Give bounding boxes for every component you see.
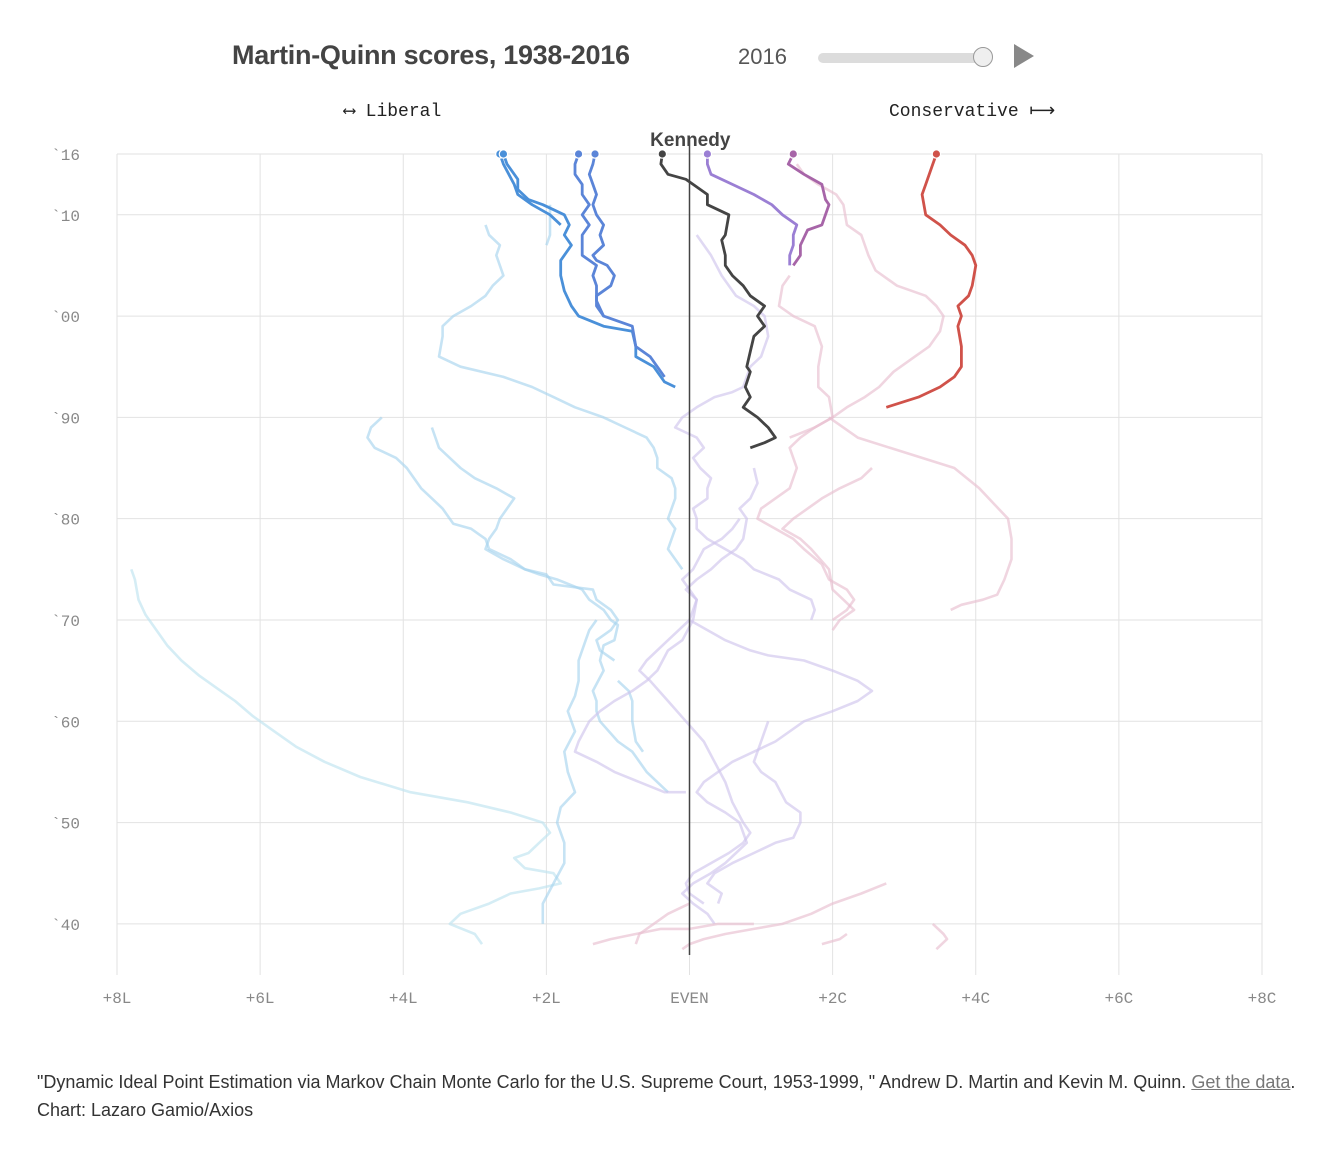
chart-header: Martin-Quinn scores, 1938-2016 2016 — [0, 0, 1338, 90]
play-icon — [1014, 44, 1034, 68]
justice-point — [590, 149, 600, 159]
current-justice-line — [706, 154, 799, 266]
historic-justice-line — [130, 568, 562, 945]
justice-point — [657, 149, 668, 159]
historic-justice-line — [756, 274, 856, 622]
x-tick-label: +8L — [103, 990, 132, 1008]
x-tick-label: +8C — [1248, 990, 1277, 1008]
chart-title: Martin-Quinn scores, 1938-2016 — [232, 40, 630, 70]
x-tick-label: +6L — [246, 990, 275, 1008]
justice-point — [788, 149, 799, 159]
current-justice-line — [659, 153, 777, 450]
year-label: 2016 — [738, 44, 787, 69]
x-tick-label: +6C — [1104, 990, 1133, 1008]
y-tick-label: `50 — [51, 816, 80, 834]
y-tick-label: `00 — [51, 309, 80, 327]
historic-justice-line — [437, 224, 684, 571]
current-justice-line — [502, 153, 676, 389]
historic-justice-line — [931, 922, 949, 951]
y-tick-label: `10 — [51, 208, 80, 226]
highlight-label: Kennedy — [650, 130, 731, 151]
current-justice-line — [587, 153, 616, 317]
chart-svg: +8L +6L +4L +2L EVEN +2C +4C +6C +8C `16 `10 `00 `90… — [51, 130, 1277, 1008]
liberal-direction-label: ⟷ Liberal — [344, 102, 442, 122]
x-tick-label: +4C — [961, 990, 990, 1008]
historic-justice-line — [545, 204, 552, 246]
y-tick-label: `60 — [51, 714, 80, 732]
x-tick-label: +4L — [389, 990, 418, 1008]
historic-justice-line — [789, 163, 945, 439]
current-justice-line — [573, 153, 666, 378]
year-slider-track[interactable] — [818, 53, 986, 63]
historic-justice-line — [673, 234, 816, 621]
justice-point — [702, 149, 713, 159]
y-tick-label: `16 — [51, 147, 80, 165]
justice-point — [573, 149, 584, 159]
historic-justice-line — [706, 720, 802, 905]
current-justice-line — [885, 153, 978, 409]
historic-justice-line — [828, 416, 1013, 612]
get-data-link[interactable]: Get the data — [1191, 1072, 1291, 1092]
y-tick-label: `70 — [51, 613, 80, 631]
current-justice-line — [786, 153, 831, 267]
historic-justice-line — [821, 932, 848, 946]
source-note: "Dynamic Ideal Point Estimation via Mark… — [37, 1068, 1297, 1124]
historic-justice-line — [634, 902, 691, 945]
historic-justice-line — [430, 427, 620, 662]
source-text: "Dynamic Ideal Point Estimation via Mark… — [37, 1072, 1192, 1092]
justice-point — [931, 149, 942, 159]
conservative-direction-label: Conservative ⟼ — [889, 102, 1056, 122]
current-justice-line — [498, 153, 562, 226]
play-button[interactable] — [1014, 44, 1038, 70]
x-tick-label: +2C — [818, 990, 847, 1008]
justice-point — [498, 149, 509, 159]
historic-justice-line — [366, 416, 669, 794]
historic-justice-line — [638, 619, 752, 905]
historic-justice-line — [681, 467, 874, 925]
x-tick-label: +2L — [532, 990, 561, 1008]
y-tick-label: `40 — [51, 917, 80, 935]
credit-text: . Chart: Lazaro Gamio/Axios — [37, 1072, 1296, 1120]
historic-justice-line — [681, 882, 887, 951]
historic-justice-line — [541, 619, 598, 924]
historic-justice-line — [592, 922, 754, 946]
historic-justice-line — [781, 467, 873, 631]
year-slider-thumb[interactable] — [973, 47, 993, 67]
y-tick-label: `80 — [51, 512, 80, 530]
y-tick-label: `90 — [51, 410, 80, 428]
x-tick-label: EVEN — [670, 990, 708, 1008]
historic-justice-line — [617, 679, 645, 753]
historic-justice-line — [573, 517, 741, 794]
